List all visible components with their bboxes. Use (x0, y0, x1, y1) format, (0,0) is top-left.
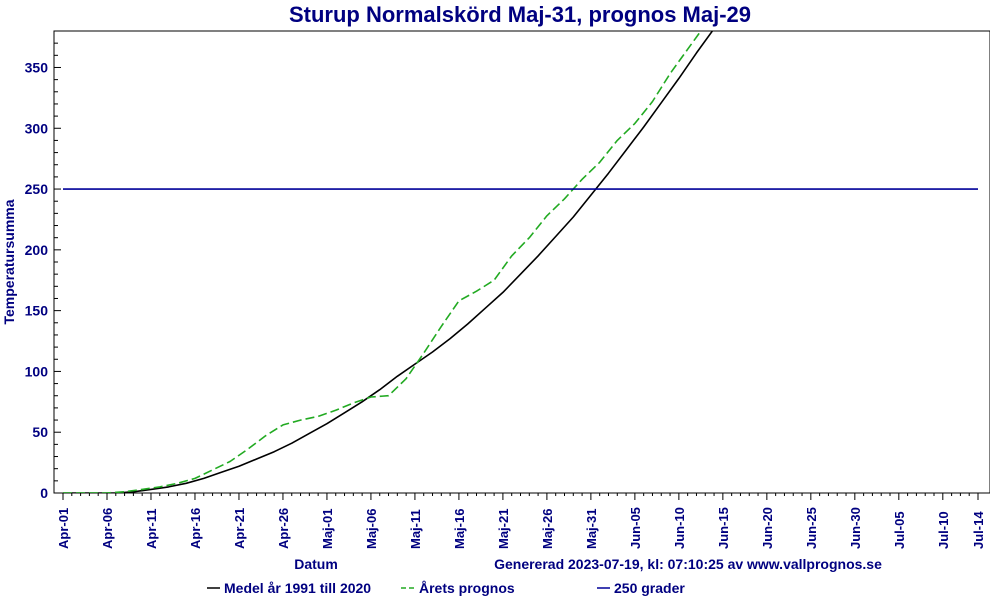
y-tick-label: 350 (25, 59, 49, 75)
y-tick-label: 250 (25, 181, 49, 197)
x-tick-label: Jun-15 (716, 507, 731, 549)
x-tick-label: Maj-16 (452, 509, 467, 549)
legend-label-medel: Medel år 1991 till 2020 (224, 580, 371, 596)
series-line-0 (63, 31, 714, 493)
y-tick-label: 300 (25, 120, 49, 136)
x-tick-label: Apr-26 (276, 508, 291, 549)
y-tick-label: 150 (25, 303, 49, 319)
x-tick-label: Maj-26 (540, 509, 555, 549)
x-tick-label: Apr-16 (188, 508, 203, 549)
y-axis-label: Temperatursumma (1, 199, 17, 324)
y-tick-label: 0 (40, 485, 48, 501)
plot-area (53, 30, 990, 494)
legend-label-threshold: 250 grader (614, 580, 685, 596)
legend: Medel år 1991 till 2020 Årets prognos 25… (207, 580, 685, 596)
x-tick-label: Jun-25 (804, 507, 819, 549)
x-tick-label: Apr-21 (232, 508, 247, 549)
x-tick-label: Maj-11 (408, 509, 423, 549)
x-tick-label: Jul-10 (936, 511, 951, 549)
y-tick-label: 50 (32, 424, 48, 440)
x-axis: Apr-01 Apr-06 Apr-11 Apr-16 Apr-21 Apr-26 Maj-… (56, 493, 986, 549)
x-tick-label: Apr-06 (100, 508, 115, 549)
x-tick-label: Jun-05 (628, 507, 643, 549)
y-tick-label: 200 (25, 242, 49, 258)
x-axis-label: Datum (294, 556, 338, 572)
x-tick-label: Jun-30 (848, 507, 863, 549)
x-tick-label: Maj-21 (496, 509, 511, 549)
chart-title: Sturup Normalskörd Maj-31, prognos Maj-2… (289, 2, 751, 27)
x-tick-label: Maj-06 (364, 509, 379, 549)
x-tick-label: Apr-11 (144, 509, 159, 549)
x-tick-label: Maj-31 (584, 509, 599, 549)
series-line-1 (63, 31, 702, 493)
y-tick-label: 100 (25, 363, 49, 379)
generated-footer: Genererad 2023-07-19, kl: 07:10:25 av ww… (494, 556, 882, 572)
x-tick-label: Jul-14 (971, 511, 986, 549)
x-tick-label: Jul-05 (892, 511, 907, 549)
x-tick-label: Jun-10 (672, 507, 687, 549)
legend-label-prognos: Årets prognos (419, 580, 515, 596)
series-group (63, 31, 978, 493)
y-axis: 0 50 100 150 200 250 300 350 (25, 30, 61, 501)
x-tick-label: Apr-01 (56, 508, 71, 549)
x-tick-label: Maj-01 (320, 509, 335, 549)
x-tick-label: Jun-20 (760, 507, 775, 549)
